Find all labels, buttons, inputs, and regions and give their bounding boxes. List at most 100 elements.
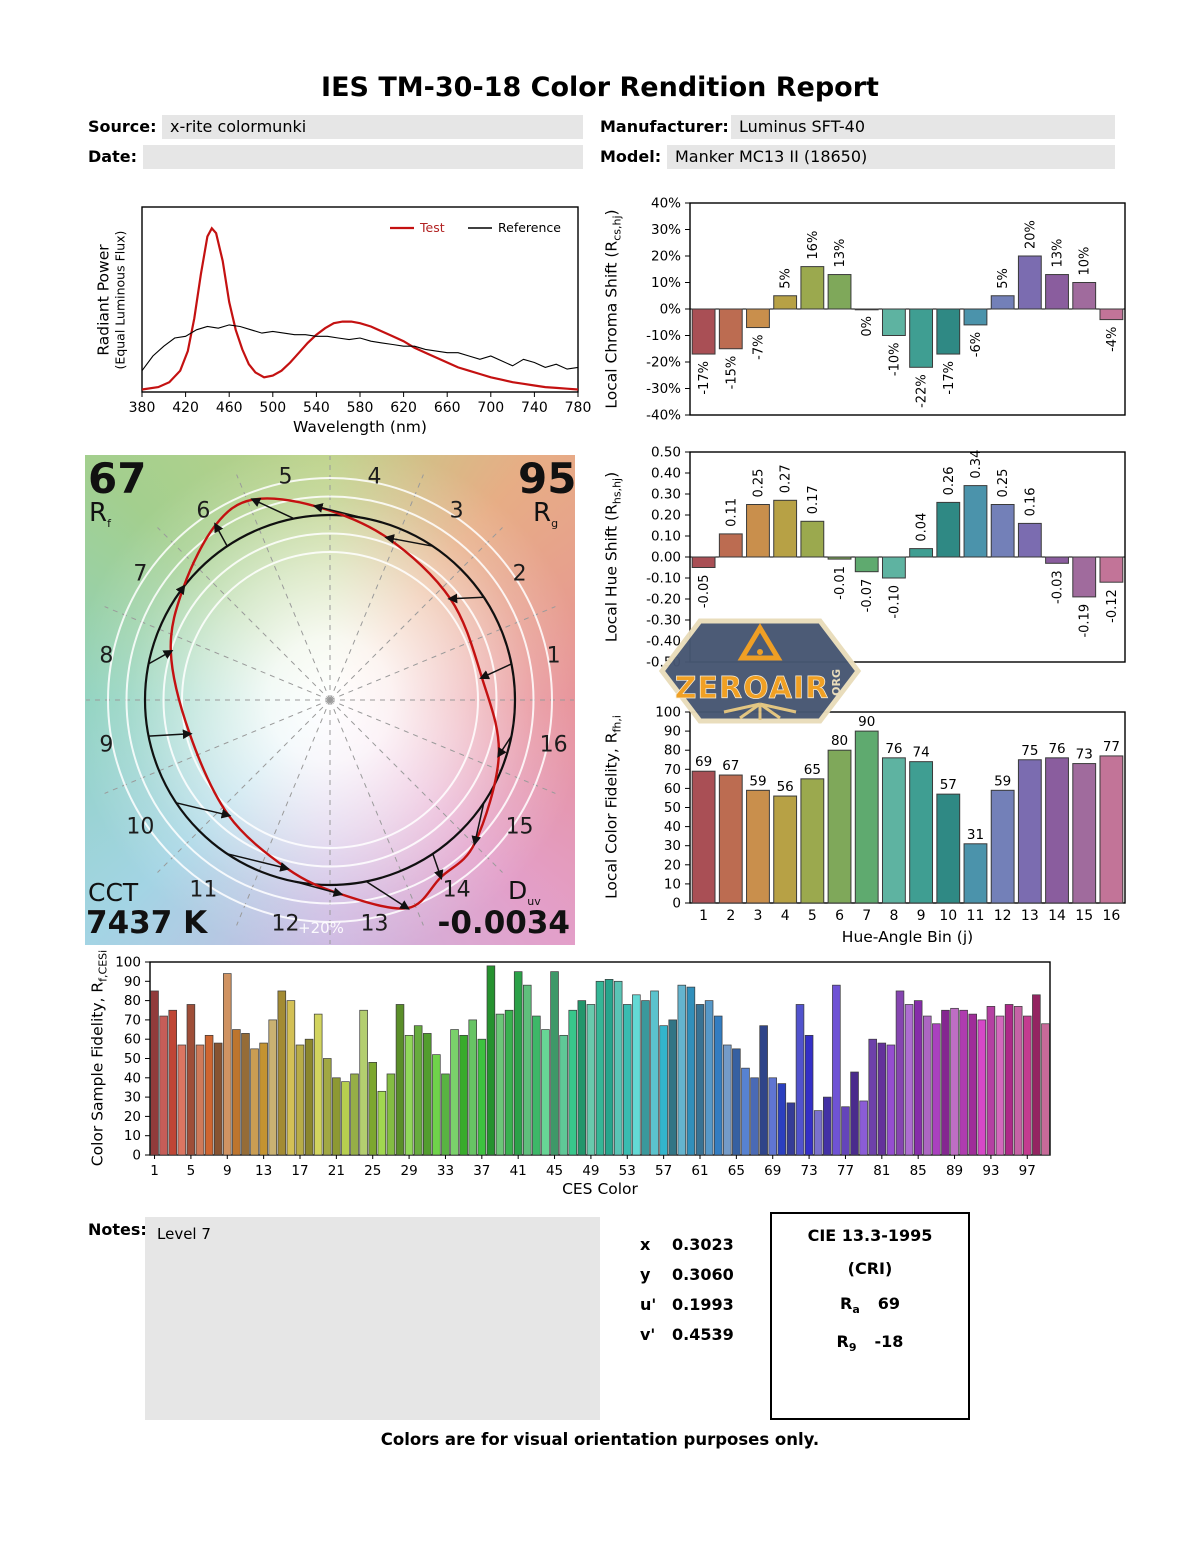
ces-fidelity-chart-bar-72: [795, 1004, 805, 1156]
svg-text:59: 59: [994, 773, 1011, 789]
svg-text:40%: 40%: [651, 196, 681, 212]
ces-fidelity-chart-bar-45: [550, 971, 559, 1156]
svg-text:10: 10: [939, 908, 957, 924]
svg-text:50: 50: [664, 800, 681, 816]
svg-text:14: 14: [1048, 908, 1066, 924]
svg-text:420: 420: [172, 400, 199, 416]
chroma-shift-chart-bar-2: [718, 308, 743, 350]
ces-fidelity-chart-bar-49: [586, 1004, 596, 1156]
legend-reference-label: Reference: [498, 220, 561, 235]
svg-text:49: 49: [582, 1163, 599, 1179]
svg-text:89: 89: [946, 1163, 963, 1179]
ces-fidelity-chart-bar-37: [477, 1038, 487, 1156]
hue-shift-chart-bar-10: [936, 501, 961, 558]
chroma-shift-chart-bar-3: [746, 308, 770, 329]
svg-text:660: 660: [434, 400, 461, 416]
watermark-icon-dot: [757, 649, 763, 655]
local-fidelity-chart: 1009080706050403020100691672593564655806…: [655, 705, 1126, 924]
ces-fidelity-chart-bar-43: [532, 1015, 541, 1156]
ces-fidelity-chart-bar-15: [277, 990, 287, 1156]
svg-text:53: 53: [619, 1163, 636, 1179]
ces-fidelity-chart-bar-65: [732, 1048, 741, 1156]
svg-text:77: 77: [1103, 739, 1120, 755]
rf-value: 67: [88, 454, 147, 503]
ces-fidelity-chart-bar-30: [413, 1025, 423, 1156]
ces-y-axis-label: Color Sample Fidelity, Rf,CESi: [88, 949, 110, 1167]
ces-fidelity-chart-bar-42: [523, 984, 532, 1156]
svg-text:29: 29: [400, 1163, 417, 1179]
svg-text:0.27: 0.27: [779, 464, 794, 493]
svg-text:-20%: -20%: [646, 355, 681, 371]
ces-fidelity-chart-bar-5: [186, 1004, 196, 1156]
svg-text:1: 1: [699, 908, 708, 924]
svg-text:0.00: 0.00: [651, 550, 681, 566]
svg-text:20%: 20%: [651, 249, 681, 265]
svg-text:61: 61: [691, 1163, 708, 1179]
svg-text:-10%: -10%: [887, 343, 902, 377]
ces-fidelity-chart-bar-84: [904, 1004, 914, 1156]
ces-fidelity-chart-bar-93: [986, 1006, 996, 1156]
ces-fidelity-chart-bar-26: [377, 1090, 387, 1156]
notes-value: Level 7: [157, 1225, 211, 1243]
ces-fidelity-chart-bar-22: [341, 1081, 350, 1156]
spd-y-axis-label-line2: (Equal Luminous Flux): [112, 230, 128, 370]
svg-text:70: 70: [664, 762, 681, 778]
svg-text:0.20: 0.20: [651, 508, 681, 524]
svg-text:0.16: 0.16: [1023, 487, 1038, 516]
svg-text:100: 100: [115, 955, 141, 971]
ces-fidelity-chart-bar-94: [995, 1015, 1005, 1156]
svg-text:0: 0: [672, 896, 681, 912]
ces-fidelity-chart-bar-57: [659, 1025, 668, 1156]
model-field: Manker MC13 II (18650): [667, 145, 1115, 169]
spd-reference-curve: [141, 324, 579, 372]
svg-text:12: 12: [994, 908, 1012, 924]
svg-text:740: 740: [521, 400, 548, 416]
svg-text:0: 0: [132, 1148, 141, 1164]
chroma-shift-chart-bar-14: [1045, 274, 1069, 310]
svg-text:76: 76: [885, 741, 902, 757]
svg-text:380: 380: [129, 400, 156, 416]
ces-fidelity-chart-bar-33: [441, 1073, 450, 1156]
svg-text:75: 75: [1021, 743, 1038, 759]
spd-y-axis-label: Radiant Power (Equal Luminous Flux): [95, 231, 128, 370]
svg-text:1: 1: [150, 1163, 159, 1179]
legend-test-label: Test: [419, 220, 445, 235]
ces-fidelity-chart-bar-56: [650, 990, 659, 1156]
svg-text:0.04: 0.04: [915, 513, 930, 542]
ces-fidelity-chart-bar-95: [1004, 1004, 1014, 1156]
hue-shift-y-axis-label: Local Hue Shift (Rhs,hj): [602, 471, 624, 643]
ces-fidelity-chart-bar-70: [777, 1083, 787, 1156]
report-title: IES TM-30-18 Color Rendition Report: [321, 72, 879, 103]
hue-shift-chart-bar-11: [963, 485, 988, 558]
svg-text:540: 540: [303, 400, 330, 416]
ces-fidelity-chart-bar-64: [723, 1044, 732, 1156]
ces-fidelity-chart-bar-73: [804, 1034, 814, 1156]
ces-fidelity-chart-bar-39: [495, 1013, 505, 1156]
chromaticity-row-x: x 0.3023: [640, 1235, 734, 1254]
ces-fidelity-chart-bar-87: [932, 1023, 941, 1156]
svg-text:9: 9: [917, 908, 926, 924]
hue-shift-chart-bar-4: [773, 499, 798, 558]
svg-text:10: 10: [664, 876, 681, 892]
ces-fidelity-chart-bar-23: [350, 1073, 359, 1156]
model-label: Model:: [600, 147, 662, 166]
ces-fidelity-chart-bar-20: [323, 1058, 332, 1156]
svg-text:81: 81: [873, 1163, 890, 1179]
ces-fidelity-chart-bar-85: [913, 1000, 923, 1156]
local-fidelity-chart-bar-7: [854, 730, 879, 904]
ces-fidelity-chart-bar-98: [1032, 994, 1041, 1156]
ces-fidelity-chart-bar-54: [632, 994, 641, 1156]
local-fidelity-chart-bar-2: [718, 774, 743, 904]
ces-fidelity-chart-bar-25: [368, 1062, 377, 1156]
ces-fidelity-chart-bar-61: [695, 1004, 705, 1156]
svg-text:80: 80: [124, 993, 141, 1009]
svg-text:45: 45: [546, 1163, 563, 1179]
svg-text:-17%: -17%: [697, 361, 712, 395]
svg-text:50: 50: [124, 1051, 141, 1067]
zeroair-watermark: ZEROAIR .ORG: [658, 618, 862, 724]
svg-text:80: 80: [664, 743, 681, 759]
hue-shift-chart-bar-16: [1099, 556, 1124, 583]
svg-text:13: 13: [1021, 908, 1039, 924]
svg-text:40: 40: [664, 819, 681, 835]
